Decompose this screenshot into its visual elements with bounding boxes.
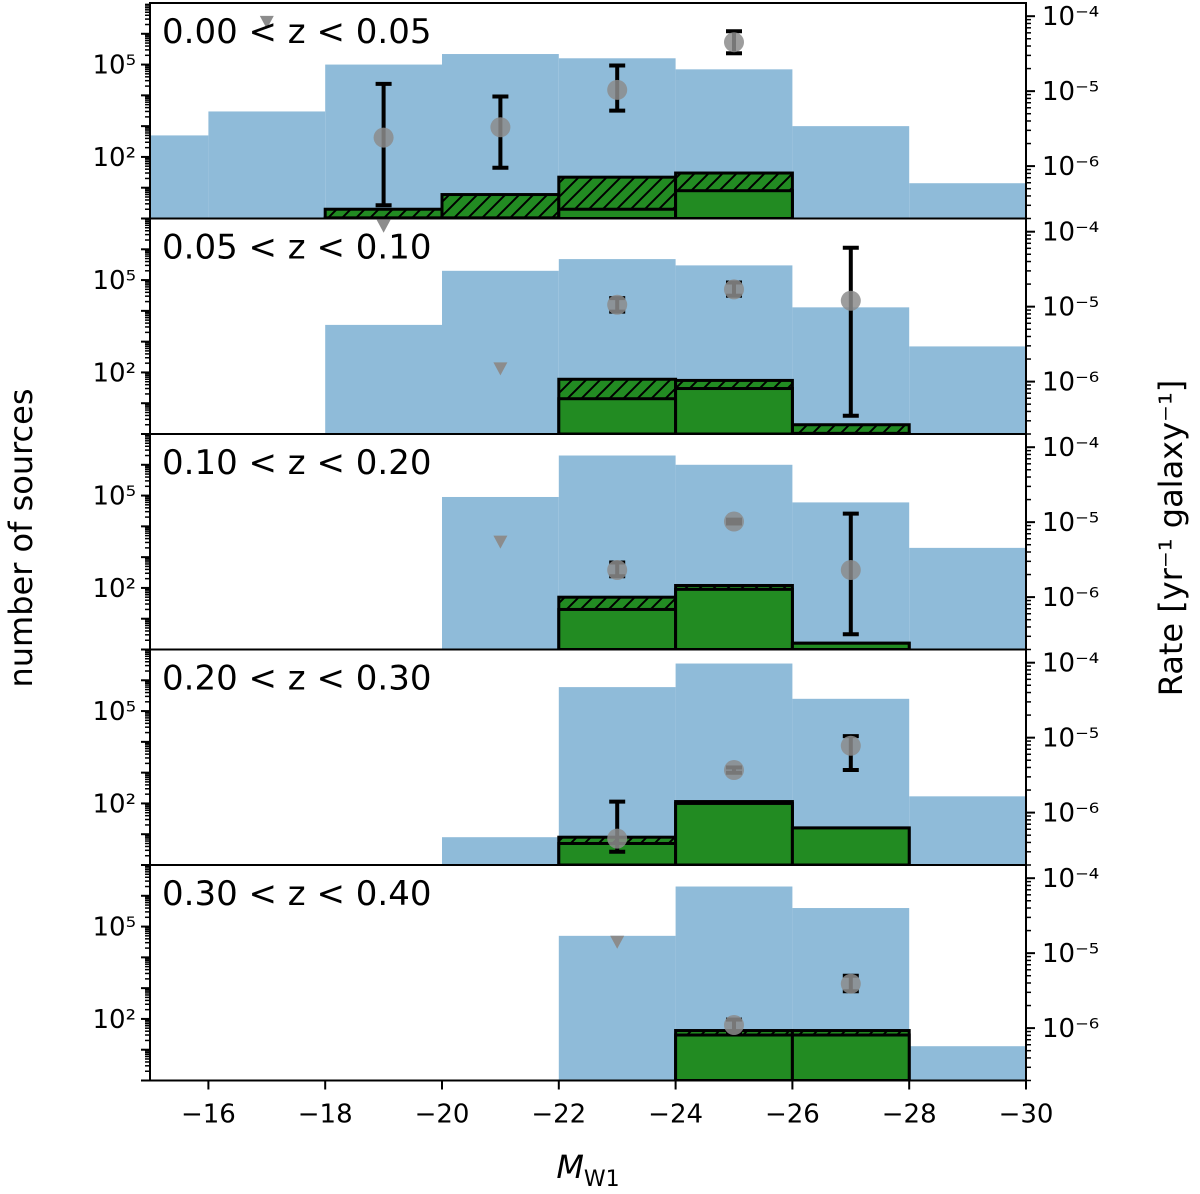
left-tick-label: 10² bbox=[92, 358, 136, 388]
x-tick-label: −18 bbox=[298, 1100, 353, 1130]
left-tick-label: 10⁵ bbox=[92, 913, 136, 943]
plot-area bbox=[150, 29, 1026, 219]
x-tick-label: −30 bbox=[999, 1100, 1054, 1130]
right-tick-label: 10⁻⁵ bbox=[1042, 724, 1099, 754]
x-tick-label: −26 bbox=[765, 1100, 820, 1130]
tde-solid-bar bbox=[557, 607, 678, 650]
panel-redshift-label: 0.10 < z < 0.20 bbox=[162, 443, 431, 483]
x-axis-label: MW1 bbox=[556, 1148, 619, 1192]
rate-point bbox=[724, 760, 744, 781]
rate-point bbox=[724, 1015, 744, 1036]
upper-limit-marker bbox=[493, 535, 508, 549]
panel-5: 10⁵ 10² 10⁻⁴ 10⁻⁵ 10⁻⁶ 0.30 < z < 0.40 bbox=[92, 864, 1099, 1082]
right-tick-label: 10⁻⁶ bbox=[1042, 799, 1099, 829]
right-tick-label: 10⁻⁴ bbox=[1042, 218, 1099, 248]
left-tick-label: 10⁵ bbox=[92, 697, 136, 727]
tde-solid-bar bbox=[557, 207, 678, 219]
galaxy-bar bbox=[558, 935, 676, 1081]
galaxy-bar bbox=[909, 183, 1026, 219]
left-tick-label: 10² bbox=[92, 789, 136, 819]
panel-redshift-label: 0.00 < z < 0.05 bbox=[162, 12, 431, 52]
galaxy-bar bbox=[442, 837, 559, 865]
upper-limit-marker bbox=[610, 935, 625, 949]
tde-solid-bar bbox=[674, 1033, 794, 1081]
tde-solid-bar bbox=[790, 1033, 911, 1081]
left-tick-label: 10⁵ bbox=[92, 266, 136, 296]
upper-limit-marker bbox=[376, 219, 391, 233]
rate-point bbox=[840, 559, 861, 580]
right-tick-label: 10⁻⁴ bbox=[1042, 433, 1099, 463]
panel-redshift-label: 0.20 < z < 0.30 bbox=[162, 659, 431, 699]
upper-limit-marker bbox=[493, 362, 508, 376]
panel-4: 10⁵ 10² 10⁻⁴ 10⁻⁵ 10⁻⁶ 0.20 < z < 0.30 bbox=[92, 648, 1099, 866]
tde-hatched-bar bbox=[440, 193, 561, 219]
galaxy-bar bbox=[792, 126, 910, 219]
galaxy-bar bbox=[208, 111, 326, 219]
galaxy-bar bbox=[909, 346, 1026, 434]
right-tick-label: 10⁻⁵ bbox=[1042, 293, 1099, 323]
rate-point bbox=[607, 828, 628, 849]
plot-area bbox=[442, 663, 1026, 865]
plot-area bbox=[558, 886, 1026, 1081]
tde-solid-bar bbox=[674, 801, 794, 865]
rate-point bbox=[607, 559, 628, 580]
right-tick-label: 10⁻⁶ bbox=[1042, 368, 1099, 398]
x-tick-label: −24 bbox=[648, 1100, 703, 1130]
rate-point bbox=[373, 127, 394, 148]
left-tick-label: 10² bbox=[92, 574, 136, 604]
tde-solid-bar bbox=[674, 587, 794, 650]
galaxy-bar bbox=[909, 1046, 1026, 1081]
right-tick-label: 10⁻⁴ bbox=[1042, 2, 1099, 32]
tde-solid-bar bbox=[674, 387, 794, 434]
y-axis-label-left: number of sources bbox=[2, 388, 40, 687]
plot-area bbox=[325, 245, 1026, 434]
right-tick-label: 10⁻⁵ bbox=[1042, 508, 1099, 538]
x-tick-label: −22 bbox=[531, 1100, 586, 1130]
rate-point bbox=[724, 511, 744, 532]
right-tick-label: 10⁻⁵ bbox=[1042, 77, 1099, 107]
panel-2: 10⁵ 10² 10⁻⁴ 10⁻⁵ 10⁻⁶ 0.05 < z < 0.10 bbox=[92, 217, 1099, 435]
left-tick-label: 10⁵ bbox=[92, 51, 136, 81]
right-tick-label: 10⁻⁶ bbox=[1042, 152, 1099, 182]
galaxy-bar bbox=[442, 496, 559, 650]
tde-solid-bar bbox=[674, 189, 794, 219]
x-tick-label: −28 bbox=[882, 1100, 937, 1130]
galaxy-bar bbox=[442, 270, 559, 434]
panel-redshift-label: 0.05 < z < 0.10 bbox=[162, 228, 431, 268]
x-tick-label: −20 bbox=[415, 1100, 470, 1130]
rate-point bbox=[724, 279, 744, 300]
panel-1: 10⁵ 10² 10⁻⁴ 10⁻⁵ 10⁻⁶ 0.00 < z < 0.05 bbox=[92, 2, 1099, 233]
rate-point bbox=[840, 973, 861, 994]
tde-solid-bar bbox=[557, 397, 678, 434]
upper-limit-marker bbox=[259, 15, 274, 29]
rate-point bbox=[490, 117, 511, 138]
galaxy-bar bbox=[325, 324, 442, 434]
x-tick-label: −16 bbox=[181, 1100, 236, 1130]
y-axis-label-right: Rate [yr⁻¹ galaxy⁻¹] bbox=[1152, 380, 1190, 697]
right-tick-label: 10⁻⁴ bbox=[1042, 864, 1099, 894]
left-tick-label: 10² bbox=[92, 143, 136, 173]
rate-point bbox=[724, 32, 744, 53]
galaxy-bar bbox=[909, 796, 1026, 865]
rate-point bbox=[607, 79, 628, 100]
left-tick-label: 10² bbox=[92, 1005, 136, 1035]
panel-3: 10⁵ 10² 10⁻⁴ 10⁻⁵ 10⁻⁶ 0.10 < z < 0.20 bbox=[92, 433, 1099, 651]
left-tick-label: 10⁵ bbox=[92, 482, 136, 512]
rate-point bbox=[840, 735, 861, 756]
right-tick-label: 10⁻⁶ bbox=[1042, 583, 1099, 613]
galaxy-bar bbox=[150, 135, 209, 219]
rate-point bbox=[607, 294, 628, 315]
right-tick-label: 10⁻⁵ bbox=[1042, 939, 1099, 969]
rate-point bbox=[840, 290, 861, 311]
galaxy-bar bbox=[909, 547, 1026, 650]
plot-area bbox=[442, 455, 1026, 650]
tde-solid-bar bbox=[790, 826, 911, 865]
right-tick-label: 10⁻⁴ bbox=[1042, 649, 1099, 679]
right-tick-label: 10⁻⁶ bbox=[1042, 1014, 1099, 1044]
panel-redshift-label: 0.30 < z < 0.40 bbox=[162, 874, 431, 914]
